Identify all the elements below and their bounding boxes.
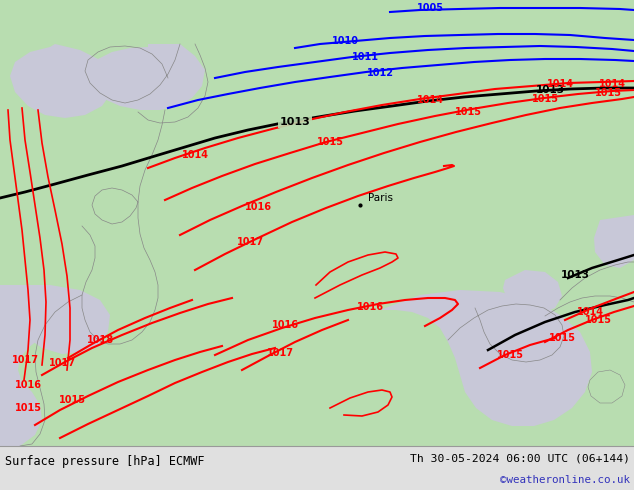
Text: 1005: 1005: [417, 3, 444, 13]
Text: 1015: 1015: [548, 333, 576, 343]
Text: 1013: 1013: [560, 270, 590, 280]
Polygon shape: [380, 290, 592, 426]
Text: 1014: 1014: [598, 79, 626, 89]
Text: 1015: 1015: [15, 403, 41, 413]
Text: Paris: Paris: [368, 193, 393, 203]
Text: 1016: 1016: [15, 380, 41, 390]
Text: 1017: 1017: [236, 237, 264, 247]
Text: 1010: 1010: [332, 36, 358, 46]
Text: 1015: 1015: [455, 107, 481, 117]
Text: 1013: 1013: [280, 117, 311, 127]
Polygon shape: [0, 285, 110, 354]
Text: 1013: 1013: [536, 85, 564, 95]
Text: ©weatheronline.co.uk: ©weatheronline.co.uk: [500, 475, 630, 485]
Polygon shape: [0, 44, 112, 118]
Text: 1016: 1016: [245, 202, 271, 212]
Text: Surface pressure [hPa] ECMWF: Surface pressure [hPa] ECMWF: [5, 455, 205, 468]
Text: 1018: 1018: [86, 335, 113, 345]
Text: 1011: 1011: [351, 52, 378, 62]
Text: 1014: 1014: [181, 150, 209, 160]
Text: 1015: 1015: [496, 350, 524, 360]
Text: 1017: 1017: [11, 355, 39, 365]
Text: 1015: 1015: [585, 315, 612, 325]
Text: 1016: 1016: [271, 320, 299, 330]
Text: 1012: 1012: [366, 68, 394, 78]
Polygon shape: [588, 370, 625, 403]
Text: Th 30-05-2024 06:00 UTC (06+144): Th 30-05-2024 06:00 UTC (06+144): [410, 453, 630, 464]
Text: 1015: 1015: [595, 88, 621, 98]
Text: 1017: 1017: [48, 358, 75, 368]
Polygon shape: [0, 44, 45, 446]
Text: 1014: 1014: [576, 307, 604, 317]
Text: 1017: 1017: [266, 348, 294, 358]
Bar: [0, 446, 634, 490]
Text: 1014: 1014: [547, 79, 574, 89]
Text: 1015: 1015: [531, 94, 559, 104]
Text: 1015: 1015: [316, 137, 344, 147]
Text: 1014: 1014: [417, 95, 444, 105]
Polygon shape: [55, 44, 205, 110]
Polygon shape: [594, 215, 634, 268]
Text: 1015: 1015: [58, 395, 86, 405]
Polygon shape: [503, 270, 562, 314]
Text: 1016: 1016: [356, 302, 384, 312]
